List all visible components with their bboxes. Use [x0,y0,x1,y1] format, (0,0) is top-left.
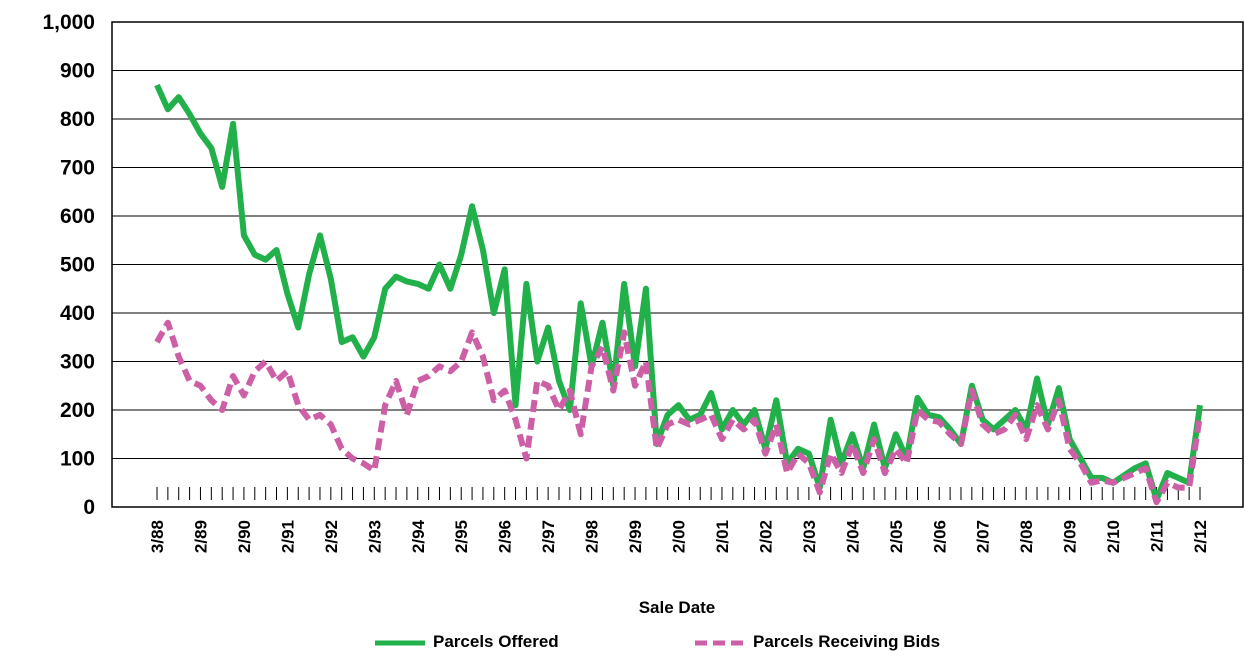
x-tick-label: 2/05 [887,520,906,553]
x-tick-label: 2/91 [278,520,297,553]
x-tick-label: 2/00 [670,520,689,553]
x-tick-label: 2/93 [365,520,384,553]
y-tick-label: 400 [60,302,95,325]
x-tick-label: 2/96 [496,520,515,553]
x-tick-label: 2/10 [1104,520,1123,553]
x-tick-label: 2/06 [930,520,949,553]
x-axis-label: Sale Date [639,598,716,617]
x-tick-label: 2/94 [409,519,428,553]
x-tick-label: 2/90 [235,520,254,553]
x-tick-label: 2/04 [843,519,862,553]
y-tick-label: 1,000 [42,11,95,34]
x-tick-label: 2/92 [322,520,341,553]
x-tick-label: 2/98 [583,520,602,553]
x-tick-label: 2/12 [1191,520,1210,553]
legend-label: Parcels Offered [433,632,559,651]
y-tick-label: 500 [60,254,95,277]
x-tick-label: 2/02 [756,520,775,553]
y-tick-label: 900 [60,60,95,83]
y-tick-label: 600 [60,205,95,228]
y-tick-label: 800 [60,108,95,131]
x-tick-label: 2/08 [1017,520,1036,553]
y-tick-label: 200 [60,399,95,422]
x-tick-label: 2/95 [452,520,471,553]
series-line [154,83,1203,503]
y-tick-label: 100 [60,448,95,471]
x-tick-label: 2/03 [800,520,819,553]
x-tick-label: 2/07 [974,520,993,553]
x-tick-label: 2/99 [626,520,645,553]
y-tick-label: 300 [60,351,95,374]
x-tick-label: 2/11 [1148,520,1167,552]
x-tick-label: 2/97 [539,520,558,553]
x-tick-label: 2/09 [1061,520,1080,553]
legend-label: Parcels Receiving Bids [753,632,940,651]
series-line [154,319,1203,506]
x-tick-label: 2/01 [713,520,732,553]
x-tick-label: 2/89 [191,520,210,553]
y-tick-label: 700 [60,157,95,180]
x-tick-label: 3/88 [148,520,167,553]
y-tick-label: 0 [83,496,95,519]
